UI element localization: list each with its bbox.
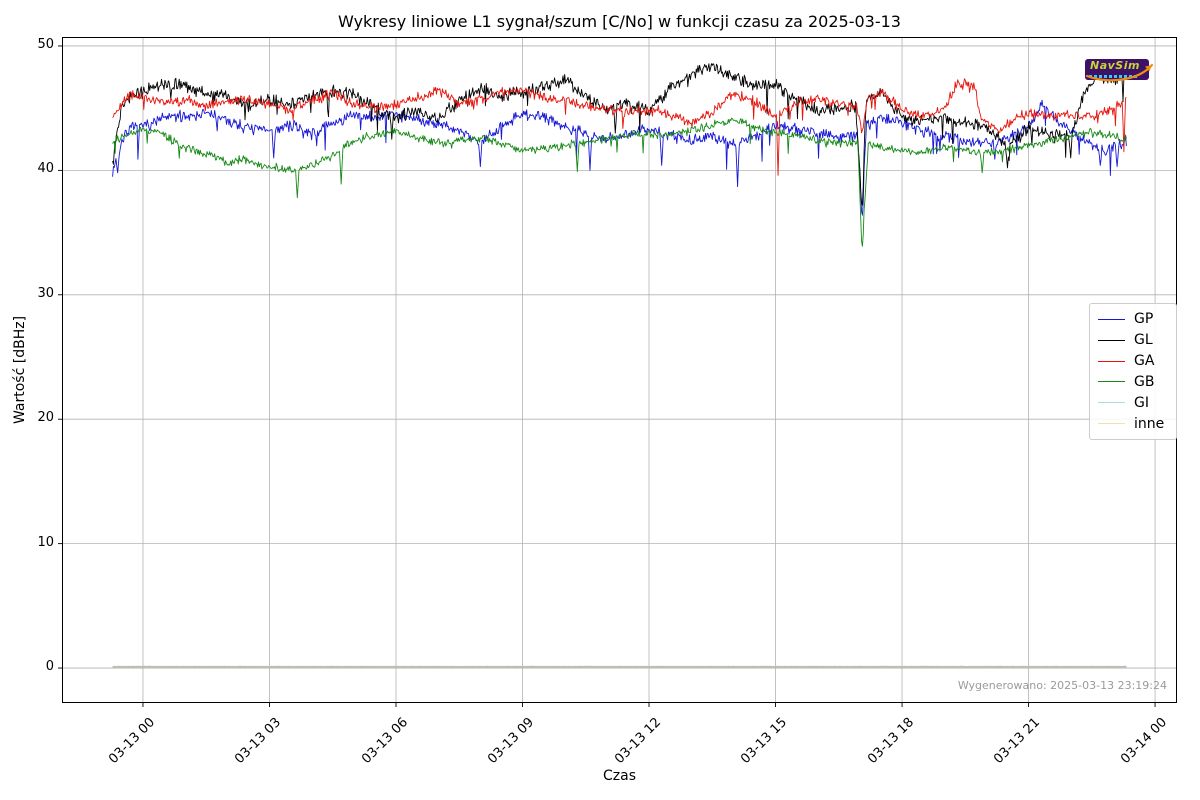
x-axis-label: Czas	[603, 768, 636, 784]
navsim-logo-subtext-dots	[1089, 75, 1139, 78]
legend-label: inne	[1134, 415, 1165, 432]
legend-label: GI	[1134, 394, 1149, 411]
y-tick-label: 0	[45, 659, 54, 675]
legend-label: GB	[1134, 373, 1155, 390]
legend-line-swatch	[1098, 339, 1125, 341]
y-tick-label: 10	[37, 534, 54, 550]
legend-line-swatch	[1098, 402, 1125, 404]
legend-entry-inne: inne	[1090, 413, 1176, 434]
navsim-logo: NavSim	[1085, 59, 1149, 80]
legend: GP GL GA GB GI inne	[1089, 303, 1177, 440]
legend-line-swatch	[1098, 423, 1125, 425]
y-tick-label: 40	[37, 161, 54, 177]
legend-entry-gp: GP	[1090, 309, 1176, 330]
legend-label: GA	[1134, 353, 1155, 370]
legend-entry-gi: GI	[1090, 392, 1176, 413]
y-axis-label: Wartość [dBHz]	[12, 315, 28, 425]
y-tick-label: 50	[37, 36, 54, 52]
legend-entry-gl: GL	[1090, 330, 1176, 351]
legend-label: GL	[1134, 332, 1153, 349]
legend-line-swatch	[1098, 318, 1125, 320]
chart-title: Wykresy liniowe L1 sygnał/szum [C/No] w …	[338, 12, 901, 31]
legend-line-swatch	[1098, 360, 1125, 362]
navsim-logo-text: NavSim	[1090, 59, 1140, 72]
legend-entry-ga: GA	[1090, 351, 1176, 372]
generated-timestamp: Wygenerowano: 2025-03-13 23:19:24	[957, 679, 1167, 692]
y-tick-label: 20	[37, 410, 54, 426]
legend-line-swatch	[1098, 381, 1125, 383]
y-tick-label: 30	[37, 285, 54, 301]
legend-label: GP	[1134, 311, 1154, 328]
legend-entry-gb: GB	[1090, 371, 1176, 392]
